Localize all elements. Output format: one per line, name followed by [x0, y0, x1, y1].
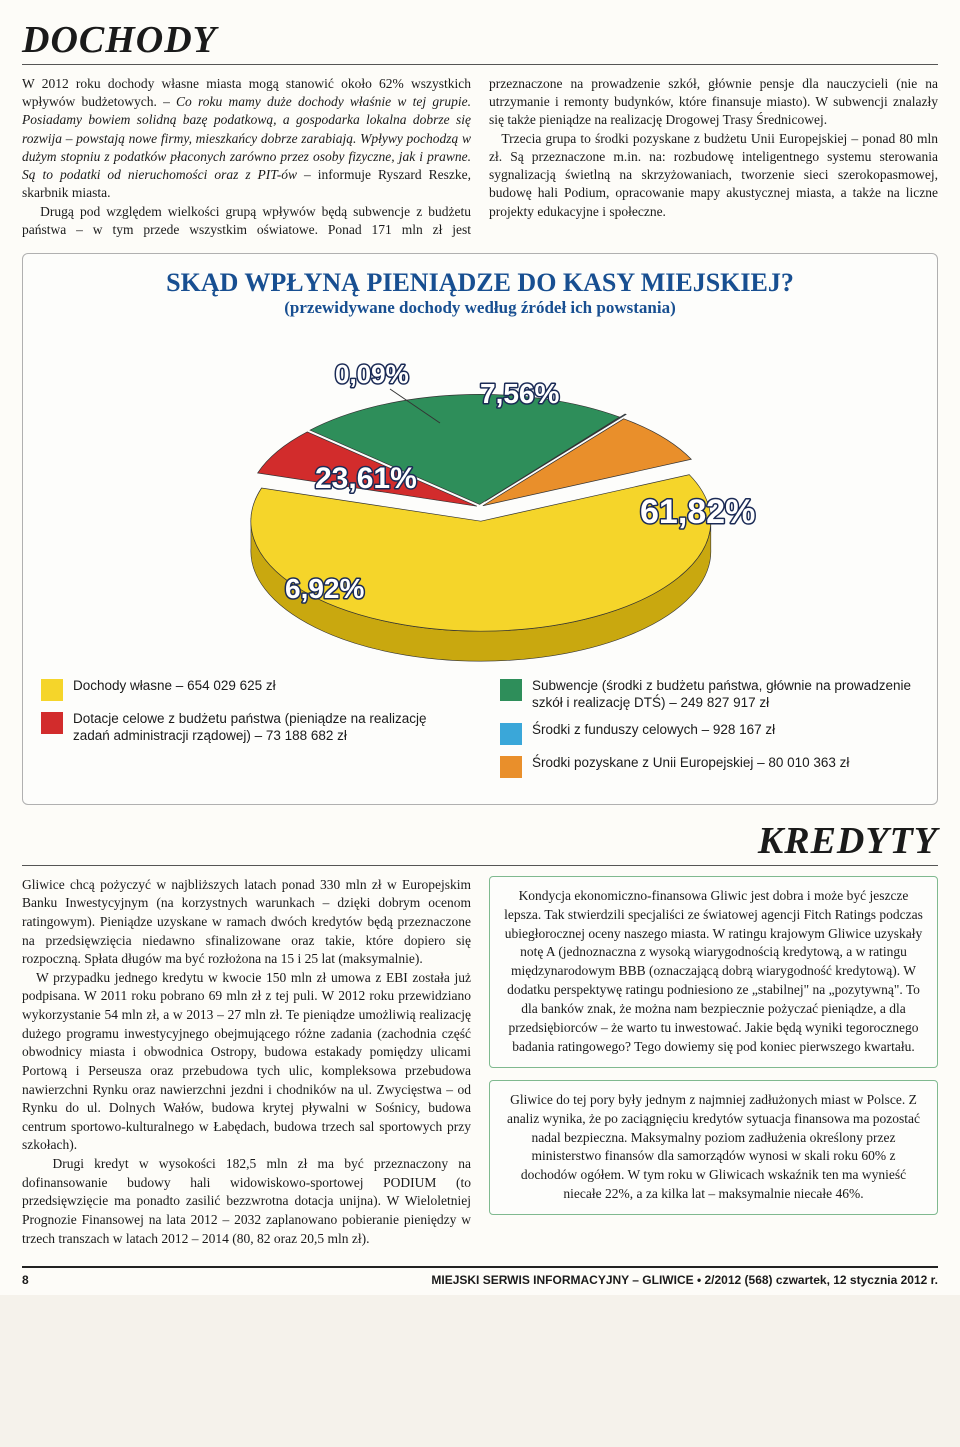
page-number: 8 [22, 1273, 29, 1287]
pie-chart: 0,09% 7,56% 23,61% 61,82% 6,92% [41, 328, 919, 668]
legend-text: Dotacje celowe z budżetu państwa (pienią… [73, 711, 460, 745]
chart-legend: Dochody własne – 654 029 625 zł Dotacje c… [41, 678, 919, 788]
legend-swatch [500, 679, 522, 701]
pie-label: 23,61% [315, 462, 417, 495]
rating-box-2: Gliwice do tej pory były jednym z najmni… [489, 1080, 938, 1215]
legend-item: Środki z funduszy celowych – 928 167 zł [500, 722, 919, 745]
pie-label: 0,09% [335, 359, 409, 389]
chart-container: SKĄD WPŁYNĄ PIENIĄDZE DO KASY MIEJSKIEJ?… [22, 253, 938, 805]
legend-item: Środki pozyskane z Unii Europejskiej – 8… [500, 755, 919, 778]
kredyty-body: Gliwice chcą pożyczyć w najbliższych lat… [22, 876, 471, 1249]
legend-item: Dochody własne – 654 029 625 zł [41, 678, 460, 701]
legend-swatch [500, 723, 522, 745]
legend-text: Subwencje (środki z budżetu państwa, głó… [532, 678, 919, 712]
pie-label: 6,92% [285, 573, 364, 604]
legend-text: Środki pozyskane z Unii Europejskiej – 8… [532, 755, 849, 772]
pie-label: 7,56% [480, 378, 559, 409]
legend-swatch [41, 679, 63, 701]
dochody-body: W 2012 roku dochody własne miasta mogą s… [22, 75, 938, 239]
rating-box-1: Kondycja ekonomiczno-finansowa Gliwic je… [489, 876, 938, 1068]
pie-label: 61,82% [640, 493, 755, 531]
legend-swatch [41, 712, 63, 734]
legend-swatch [500, 756, 522, 778]
legend-item: Dotacje celowe z budżetu państwa (pienią… [41, 711, 460, 745]
legend-text: Środki z funduszy celowych – 928 167 zł [532, 722, 775, 739]
legend-item: Subwencje (środki z budżetu państwa, głó… [500, 678, 919, 712]
heading-dochody: DOCHODY [22, 18, 938, 65]
page-footer: 8 MIEJSKI SERWIS INFORMACYJNY – GLIWICE … [22, 1266, 938, 1295]
footer-line: MIEJSKI SERWIS INFORMACYJNY – GLIWICE • … [431, 1273, 938, 1287]
chart-subtitle: (przewidywane dochody według źródeł ich … [41, 298, 919, 318]
heading-kredyty: KREDYTY [22, 819, 938, 866]
chart-title: SKĄD WPŁYNĄ PIENIĄDZE DO KASY MIEJSKIEJ? [41, 268, 919, 298]
legend-text: Dochody własne – 654 029 625 zł [73, 678, 276, 695]
